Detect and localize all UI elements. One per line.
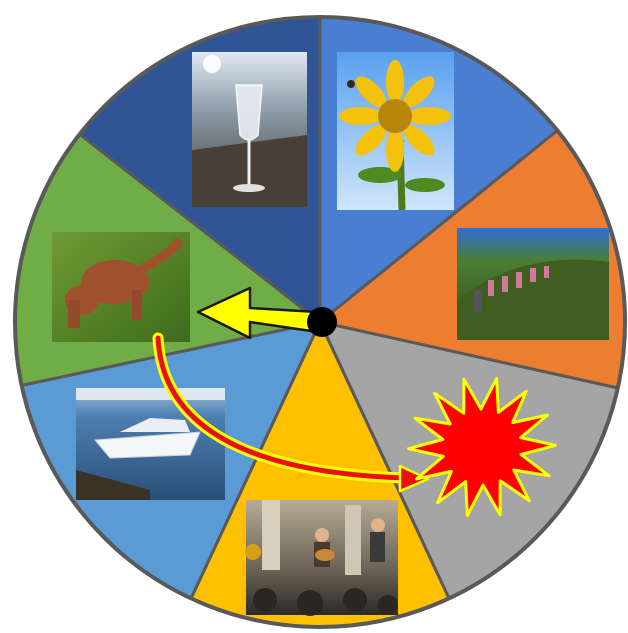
photo-musicians [245,500,398,616]
photo-boat [76,388,225,500]
spinner-wheel [0,0,628,633]
photo-sunflower [337,52,454,210]
photo-wine-glass [192,52,307,207]
photo-hikers [457,228,609,340]
page: (() => { const burst = document.getEleme… [0,0,628,633]
photo-dog [52,232,190,342]
